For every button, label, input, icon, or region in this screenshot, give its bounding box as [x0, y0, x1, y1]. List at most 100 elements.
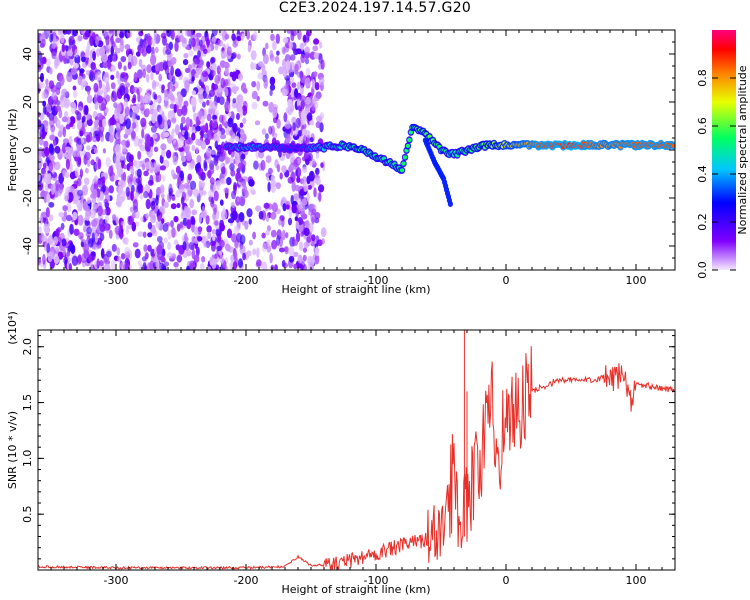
noise-mark — [106, 250, 112, 258]
noise-mark — [149, 145, 154, 153]
noise-mark — [242, 252, 247, 261]
noise-mark — [188, 241, 195, 251]
noise-mark — [150, 54, 157, 66]
noise-mark — [65, 146, 71, 152]
noise-mark — [203, 48, 208, 55]
noise-mark — [157, 215, 162, 222]
noise-mark — [105, 157, 111, 168]
noise-mark — [231, 202, 236, 208]
noise-mark — [295, 221, 300, 230]
noise-mark — [247, 44, 252, 53]
noise-mark — [94, 232, 99, 243]
noise-mark — [89, 208, 96, 219]
noise-mark — [272, 40, 277, 51]
noise-mark — [292, 251, 299, 258]
noise-mark — [202, 190, 207, 196]
noise-mark — [54, 161, 61, 171]
noise-mark — [60, 222, 65, 230]
noise-mark — [100, 102, 106, 111]
noise-mark — [285, 107, 292, 114]
noise-mark — [88, 255, 92, 263]
noise-mark — [182, 241, 187, 251]
noise-mark — [80, 241, 84, 248]
noise-mark — [152, 100, 157, 109]
noise-mark — [142, 94, 149, 104]
noise-mark — [136, 115, 141, 121]
noise-mark — [201, 205, 205, 213]
noise-mark — [306, 30, 312, 37]
noise-mark — [165, 222, 170, 227]
noise-mark — [81, 115, 86, 123]
noise-mark — [287, 217, 293, 226]
noise-mark — [152, 91, 156, 100]
noise-mark — [173, 103, 177, 114]
noise-mark — [199, 263, 205, 270]
noise-mark — [289, 54, 296, 61]
noise-mark — [129, 165, 135, 173]
noise-mark — [61, 43, 66, 53]
noise-mark — [97, 179, 102, 185]
noise-mark — [230, 254, 235, 263]
noise-mark — [167, 229, 172, 240]
noise-mark — [136, 88, 140, 95]
noise-mark — [186, 250, 192, 257]
noise-mark — [169, 103, 175, 109]
noise-mark — [303, 227, 310, 237]
noise-mark — [45, 58, 51, 67]
noise-mark — [119, 152, 125, 161]
noise-mark — [212, 234, 216, 242]
noise-mark — [93, 82, 99, 93]
noise-mark — [115, 47, 119, 54]
noise-mark — [149, 260, 155, 270]
noise-mark — [261, 210, 267, 221]
y-tick-label: 1.0 — [21, 450, 34, 468]
snr-axes: -300 -200 -100 0 100 0.5 1.0 1.5 2.0 — [21, 330, 676, 587]
noise-mark — [185, 116, 191, 128]
noise-mark — [243, 185, 248, 196]
noise-mark — [147, 35, 153, 47]
noise-mark — [183, 53, 189, 59]
noise-mark — [38, 226, 42, 234]
noise-mark — [255, 149, 260, 159]
noise-mark — [161, 218, 165, 224]
noise-mark — [86, 159, 91, 167]
noise-mark — [110, 74, 115, 80]
noise-mark — [214, 220, 219, 226]
noise-mark — [306, 175, 311, 185]
trace-core — [407, 137, 412, 142]
noise-mark — [309, 137, 314, 143]
noise-mark — [81, 78, 87, 86]
noise-mark — [76, 111, 82, 121]
noise-mark — [275, 182, 281, 190]
noise-mark — [265, 42, 269, 50]
noise-mark — [84, 219, 90, 227]
noise-mark — [66, 71, 73, 83]
noise-mark — [298, 241, 304, 252]
noise-mark — [232, 210, 237, 220]
noise-mark — [50, 251, 56, 259]
noise-mark — [38, 60, 44, 70]
noise-mark — [108, 125, 115, 135]
noise-mark — [211, 69, 216, 77]
noise-mark — [249, 187, 255, 194]
noise-mark — [238, 258, 243, 268]
noise-mark — [246, 30, 251, 40]
noise-mark — [58, 108, 63, 119]
noise-mark — [103, 254, 110, 266]
y-tick-label: 20 — [21, 95, 34, 109]
noise-mark — [309, 160, 313, 167]
noise-mark — [222, 207, 226, 215]
noise-mark — [48, 143, 54, 154]
noise-mark — [195, 125, 201, 132]
noise-mark — [136, 181, 143, 191]
noise-mark — [167, 241, 171, 251]
noise-mark — [84, 105, 89, 116]
noise-mark — [91, 220, 98, 227]
x-tick-label: 100 — [626, 574, 647, 587]
noise-mark — [301, 213, 308, 220]
noise-mark — [115, 70, 120, 79]
noise-mark — [109, 117, 115, 127]
noise-mark — [49, 134, 56, 141]
noise-mark — [136, 168, 142, 178]
noise-mark — [260, 159, 266, 171]
